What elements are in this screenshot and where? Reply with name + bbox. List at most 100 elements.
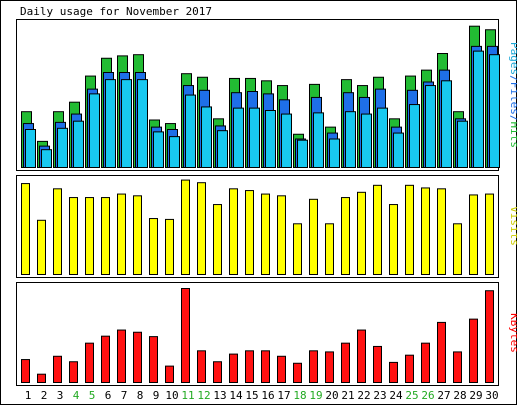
pages-bar [473, 50, 484, 169]
legend-kbytes: KBytes [508, 313, 517, 353]
pages-bar [361, 113, 372, 168]
pages-bar [233, 107, 244, 169]
x-tick-label: 16 [261, 389, 274, 402]
pages-bar [265, 110, 276, 168]
pages-bar [121, 79, 132, 168]
pages-bar [329, 138, 340, 168]
legend-separator: / [508, 115, 517, 122]
kbytes-bar [149, 336, 158, 383]
visits-bar [485, 193, 494, 275]
pages-bar [153, 131, 164, 168]
kbytes-bar [229, 353, 238, 383]
kbytes-bar [133, 331, 142, 383]
legend-separator: / [508, 75, 517, 82]
visits-bar [197, 182, 206, 275]
kbytes-bar [277, 355, 286, 383]
kbytes-bar [37, 373, 46, 384]
x-tick-label: 27 [437, 389, 450, 402]
pages-bar [105, 79, 116, 168]
panel-box-visits [16, 175, 499, 278]
visits-bar [373, 184, 382, 275]
x-tick-label: 20 [325, 389, 338, 402]
pages-bar [489, 54, 500, 169]
panel-kbytes: KBytes [21, 288, 517, 384]
visits-bar [229, 188, 238, 275]
x-tick-label: 28 [453, 389, 466, 402]
x-tick-label: 13 [213, 389, 226, 402]
x-tick-label: 5 [89, 389, 96, 402]
kbytes-bar [373, 345, 382, 384]
pages-bar [409, 104, 420, 169]
visits-bar [261, 193, 270, 275]
pages-bar [137, 79, 148, 168]
kbytes-bar [389, 361, 398, 384]
legend-pages: Pages [508, 42, 517, 75]
visits-bar [245, 190, 254, 275]
pages-bar [297, 139, 308, 168]
kbytes-bar [325, 351, 334, 383]
kbytes-bar [181, 288, 190, 383]
kbytes-bar [261, 350, 270, 384]
x-tick-label: 8 [137, 389, 144, 402]
visits-bar [165, 218, 174, 275]
x-tick-label: 19 [309, 389, 322, 402]
pages-bar [393, 132, 404, 168]
kbytes-bar [309, 350, 318, 384]
pages-bar [73, 120, 84, 168]
x-tick-label: 29 [469, 389, 482, 402]
x-tick-label: 3 [57, 389, 64, 402]
x-tick-label: 12 [197, 389, 210, 402]
visits-bar [421, 187, 430, 276]
x-tick-label: 22 [357, 389, 370, 402]
pages-bar [41, 149, 52, 168]
x-tick-label: 26 [421, 389, 434, 402]
visits-bar [149, 218, 158, 275]
legend-hits-panel: Pages/Files/Hits [508, 42, 517, 148]
x-axis-ticks: 1 2 3 4 5 6 7 8 9 10 11 12 13 14 15 16 17 18 19 20 21 22 23 24 2… [25, 389, 499, 402]
visits-bar [117, 193, 126, 275]
panel-hits: Pages/Files/Hits [21, 25, 517, 169]
pages-bar [345, 111, 356, 169]
panel-visits: Visits [21, 179, 517, 276]
panel-box-kbytes [16, 282, 499, 386]
visits-bar [53, 188, 62, 275]
kbytes-bar [437, 321, 446, 384]
kbytes-bar [469, 318, 478, 383]
x-tick-label: 17 [277, 389, 290, 402]
pages-bar [217, 130, 228, 169]
x-tick-label: 23 [373, 389, 386, 402]
visits-bar [69, 197, 78, 275]
visits-bar [389, 204, 398, 275]
pages-bar [377, 107, 388, 169]
pages-bar [89, 93, 100, 168]
kbytes-bar [21, 359, 30, 383]
x-tick-label: 9 [153, 389, 160, 402]
x-tick-label: 7 [121, 389, 128, 402]
kbytes-bar [245, 350, 254, 384]
kbytes-bar [101, 335, 110, 383]
visits-bar [37, 219, 46, 275]
kbytes-bar [213, 361, 222, 383]
pages-bar [201, 106, 212, 168]
x-tick-label: 4 [73, 389, 80, 402]
visits-bar [405, 184, 414, 275]
x-tick-label: 15 [245, 389, 258, 402]
visits-bar [85, 197, 94, 275]
kbytes-bar [53, 355, 62, 383]
kbytes-bar [485, 290, 494, 383]
visits-bar [309, 198, 318, 275]
visits-bar [437, 188, 446, 275]
kbytes-bar [197, 350, 206, 384]
pages-bar [457, 120, 468, 168]
kbytes-bar [293, 362, 302, 383]
visits-bar [293, 223, 302, 275]
x-tick-label: 25 [405, 389, 418, 402]
x-tick-label: 10 [165, 389, 178, 402]
x-tick-label: 24 [389, 389, 403, 402]
kbytes-bar [85, 342, 94, 384]
pages-bar [281, 113, 292, 168]
legend-hits: Hits [508, 122, 517, 149]
legend-visits: Visits [508, 206, 517, 246]
